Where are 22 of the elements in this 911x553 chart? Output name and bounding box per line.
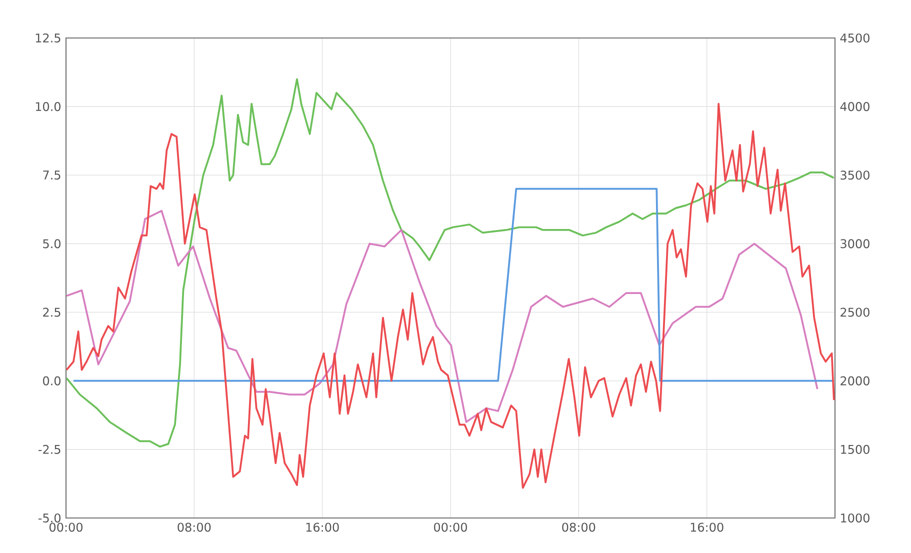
x-tick-label: 00:00	[50, 522, 82, 532]
x-tick-label: 08:00	[562, 522, 596, 532]
y2-tick-label: 2500	[840, 308, 870, 317]
y2-tick-label: 4000	[840, 102, 870, 112]
y2-tick-label: 2000	[840, 376, 870, 386]
y-tick-label: 2.5	[43, 308, 60, 317]
x-tick-label: 00:00	[434, 522, 467, 532]
y2-tick-label: 3500	[840, 170, 870, 180]
y-tick-label: 10.0	[36, 102, 60, 112]
x-tick-label: 16:00	[306, 522, 339, 532]
y-tick-label: 7.5	[43, 170, 60, 180]
x-tick-label: 16:00	[690, 522, 724, 532]
y-tick-label: 12.5	[36, 33, 60, 43]
y-tick-label: 5.0	[43, 239, 60, 248]
y2-tick-label: 1500	[841, 444, 870, 454]
y2-tick-label: 4500	[840, 33, 870, 43]
y2-tick-label: 3000	[840, 239, 870, 248]
y-tick-label: -5.0	[38, 513, 60, 523]
y2-tick-label: 1000	[841, 513, 870, 523]
y-tick-label: -2.5	[38, 444, 60, 454]
x-tick-label: 08:00	[178, 522, 211, 532]
y-tick-label: 0.0	[43, 376, 60, 386]
